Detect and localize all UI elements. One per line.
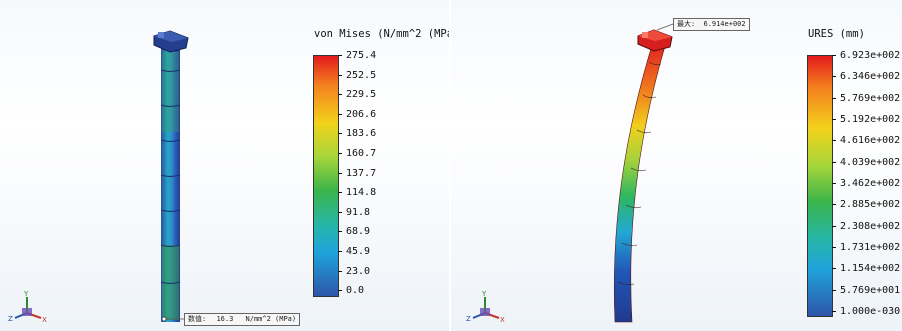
displacement-colorbar — [807, 55, 833, 317]
svg-text:X: X — [500, 316, 505, 324]
probe-label: 数值: — [188, 315, 207, 323]
svg-text:Z: Z — [8, 315, 13, 323]
stress-beam — [160, 42, 181, 322]
displacement-beam — [613, 41, 666, 323]
legend-title: URES (mm) — [808, 28, 865, 40]
stress-model-view: Y X Z — [8, 30, 189, 324]
max-value-callout: 最大: 6.914e+002 — [673, 18, 750, 31]
probe-value: 16.3 — [216, 315, 234, 323]
svg-text:X: X — [42, 316, 47, 324]
panel-divider — [449, 0, 452, 331]
von-mises-plot-panel: Y X Z 数值: 16.3 N/mm^2 (MPa) von Mises (N… — [0, 0, 451, 331]
stress-colorbar — [313, 55, 339, 297]
displacement-top-fixture — [637, 29, 673, 52]
legend-title: von Mises (N/mm^2 (MPa)) — [314, 28, 451, 40]
displacement-plot-panel: Y X Z 最大: 6.914e+002 URES (mm) 6.923e+00… — [451, 0, 902, 331]
svg-text:Y: Y — [481, 290, 487, 298]
svg-text:Z: Z — [466, 315, 471, 323]
xyz-triad-icon: Y X Z — [466, 290, 505, 324]
displacement-model-view: Y X Z — [466, 23, 674, 324]
probe-unit: N/mm^2 (MPa) — [245, 315, 297, 323]
max-value: 6.914e+002 — [703, 20, 746, 28]
svg-text:Y: Y — [23, 290, 29, 298]
probe-point — [161, 316, 167, 322]
xyz-triad-icon: Y X Z — [8, 290, 47, 324]
probe-value-tag: 数值: 16.3 N/mm^2 (MPa) — [184, 313, 301, 326]
max-label: 最大: — [677, 20, 696, 28]
stress-top-fixture — [153, 30, 189, 53]
